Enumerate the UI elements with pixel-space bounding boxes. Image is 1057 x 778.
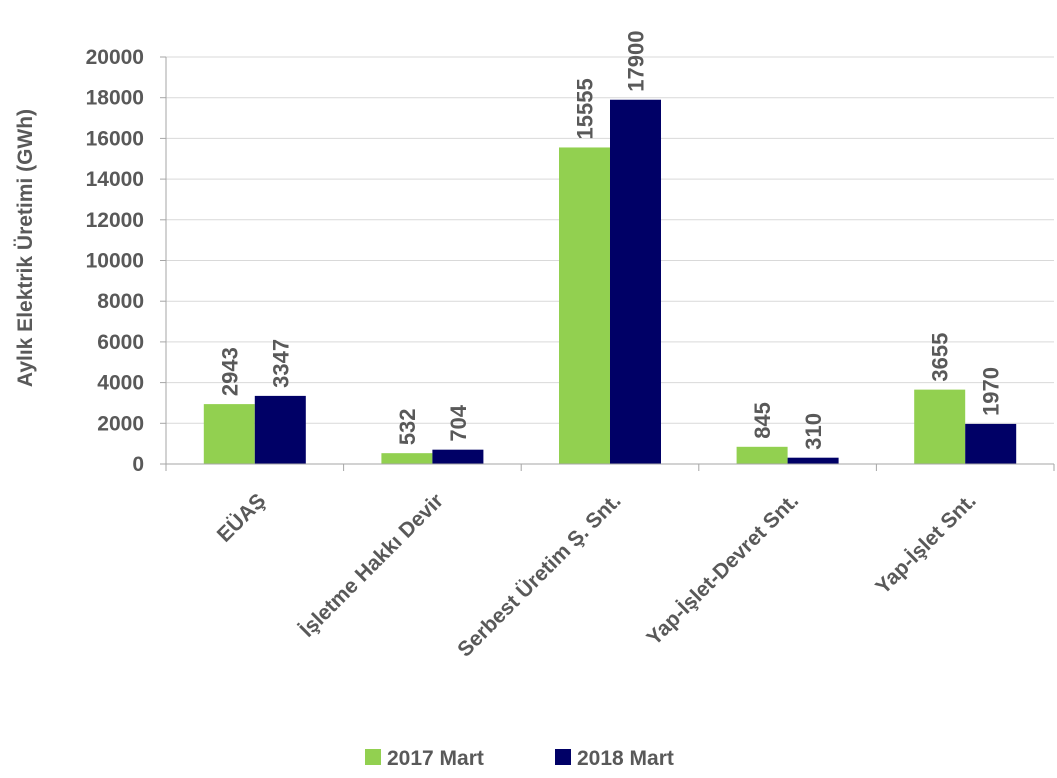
- bar: [381, 453, 433, 464]
- y-tick-label: 14000: [86, 168, 144, 191]
- y-tick-label: 6000: [97, 331, 144, 354]
- axes: [160, 56, 1055, 471]
- y-tick-label: 16000: [86, 127, 144, 150]
- category-label: Serbest Üretim Ş. Snt.: [453, 489, 625, 661]
- data-label: 1970: [979, 367, 1004, 416]
- data-label: 15555: [573, 78, 598, 139]
- data-label: 2943: [217, 347, 242, 396]
- bar: [610, 99, 661, 465]
- bar: [254, 395, 306, 464]
- bars: [203, 99, 1017, 465]
- bar: [914, 389, 966, 464]
- bar: [432, 449, 484, 464]
- y-axis-ticks: 0 2000 4000 6000 8000 10000 12000 14000 16000 180…: [86, 46, 144, 476]
- category-label: İşletme Hakkı Devir: [295, 489, 447, 641]
- bar: [965, 423, 1017, 464]
- y-tick-label: 10000: [86, 250, 144, 273]
- data-label: 3655: [928, 333, 953, 382]
- data-labels: 2943 3347 532 704 15555 17900 845 310 3655 1970: [217, 31, 1003, 450]
- bar: [736, 446, 788, 464]
- y-tick-label: 18000: [86, 87, 144, 110]
- data-label: 310: [801, 413, 826, 450]
- bar: [559, 147, 610, 464]
- legend-swatch: [365, 749, 381, 765]
- data-label: 3347: [268, 339, 293, 388]
- y-tick-label: 2000: [97, 412, 144, 435]
- legend-label: 2018 Mart: [577, 747, 674, 770]
- legend-swatch: [555, 749, 571, 765]
- category-label: EÜAŞ: [213, 489, 271, 547]
- y-tick-label: 20000: [86, 46, 144, 69]
- legend-label: 2017 Mart: [387, 747, 484, 770]
- legend: 2017 Mart 2018 Mart: [365, 747, 674, 770]
- bar: [787, 457, 839, 464]
- y-tick-label: 12000: [86, 209, 144, 232]
- bar: [203, 404, 255, 464]
- data-label: 532: [395, 408, 420, 445]
- data-label: 17900: [624, 31, 649, 92]
- category-label: Yap-İşlet-Devret Snt.: [642, 489, 803, 650]
- data-label: 704: [446, 404, 471, 441]
- data-label: 845: [750, 402, 775, 439]
- y-axis-title: Aylık Elektrik Üretimi (GWh): [14, 109, 37, 387]
- y-tick-label: 4000: [97, 372, 144, 395]
- y-tick-label: 8000: [97, 290, 144, 313]
- category-label: Yap-İşlet Snt.: [871, 489, 981, 599]
- y-tick-label: 0: [132, 453, 144, 476]
- category-labels: EÜAŞ İşletme Hakkı Devir Serbest Üretim Ş.…: [213, 489, 981, 661]
